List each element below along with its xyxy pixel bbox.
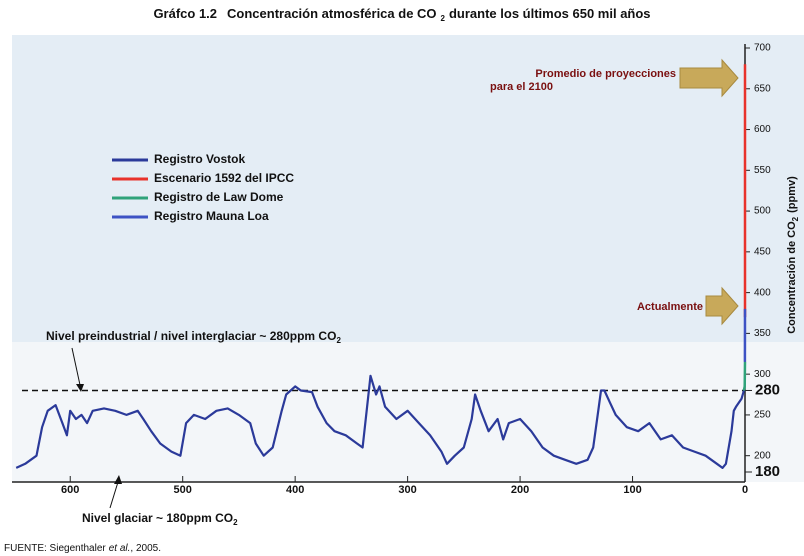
current-arrow: [705, 286, 739, 326]
legend-label: Registro de Law Dome: [154, 190, 284, 204]
glacial-pointer-head: [114, 475, 122, 484]
x-tick-label: 0: [742, 484, 748, 496]
y-axis-label: Concentración de CO2 (ppmv): [786, 176, 800, 334]
highlight-tick-label: 180: [755, 463, 780, 480]
y-label-main: Concentración de CO: [786, 221, 798, 334]
series-line: [15, 374, 745, 469]
glacial-main: Nivel glaciar ~ 180ppm CO: [82, 511, 233, 525]
y-tick-label: 600: [754, 124, 771, 135]
current-label: Actualmente: [637, 301, 703, 313]
source-main: FUENTE: Siegenthaler: [4, 543, 106, 554]
y-tick-label: 200: [754, 450, 771, 461]
source-italic: et al.: [109, 543, 131, 554]
y-tick-label: 700: [754, 43, 771, 54]
y-tick-label: 500: [754, 206, 771, 217]
highlight-tick-label: 280: [755, 381, 780, 398]
source-rest: , 2005.: [130, 543, 161, 554]
title-sub: 2: [441, 14, 446, 23]
y-tick-label: 550: [754, 165, 771, 176]
y-tick-label: 250: [754, 410, 771, 421]
glacial-sub: 2: [233, 518, 238, 527]
preindustrial-pointer: [71, 347, 81, 386]
preindustrial-sub: 2: [336, 336, 341, 345]
title-main: Concentración atmosférica de CO: [227, 6, 437, 21]
title-prefix: Gráfco 1.2: [153, 6, 217, 21]
legend-label: Registro Mauna Loa: [154, 209, 269, 223]
chart-title: Gráfco 1.2 Concentración atmosférica de C…: [153, 6, 650, 23]
series-line: [742, 361, 747, 391]
x-tick-label: 300: [398, 484, 416, 496]
projection-arrow: [679, 58, 739, 98]
x-tick-label: 100: [623, 484, 641, 496]
glacial-pointer: [109, 481, 119, 509]
y-label-sub: 2: [791, 216, 800, 221]
source: FUENTE: Siegenthaler et al., 2005.: [4, 543, 161, 554]
preindustrial-pointer-head: [76, 384, 84, 392]
legend-label: Escenario 1592 del IPCC: [154, 171, 294, 185]
y-label-rest: (ppmv): [786, 176, 798, 213]
y-tick-label: 350: [754, 328, 771, 339]
preindustrial-label: Nivel preindustrial / nivel interglaciar…: [46, 329, 341, 345]
legend-label: Registro Vostok: [154, 152, 245, 166]
x-tick-label: 200: [511, 484, 529, 496]
glacial-label: Nivel glaciar ~ 180ppm CO2: [82, 511, 238, 527]
y-tick-label: 650: [754, 83, 771, 94]
x-tick-label: 500: [174, 484, 192, 496]
x-tick-label: 400: [286, 484, 304, 496]
title-rest: durante los últimos 650 mil años: [449, 6, 651, 21]
preindustrial-main: Nivel preindustrial / nivel interglaciar…: [46, 329, 336, 343]
y-tick-label: 400: [754, 287, 771, 298]
x-tick-label: 600: [61, 484, 79, 496]
y-tick-label: 300: [754, 369, 771, 380]
y-tick-label: 450: [754, 246, 771, 257]
projection-line-2: para el 2100: [490, 81, 553, 93]
projection-line-1: Promedio de proyecciones: [535, 68, 676, 80]
